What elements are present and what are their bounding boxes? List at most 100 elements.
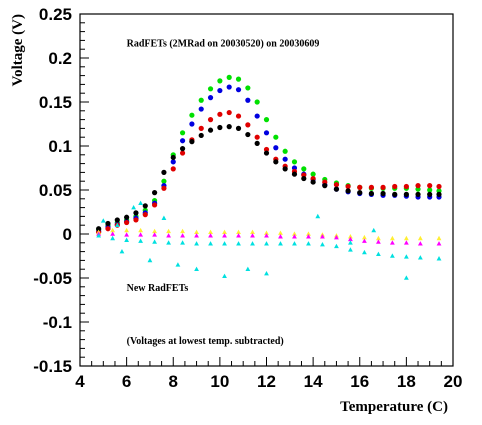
data-point [179, 130, 186, 136]
data-point [147, 257, 153, 263]
data-point [282, 156, 288, 162]
data-point [278, 241, 283, 246]
series-5 [96, 231, 442, 246]
data-point [245, 85, 251, 91]
data-point [436, 256, 442, 261]
data-point [110, 231, 116, 236]
data-point [291, 171, 298, 177]
data-point [415, 191, 421, 197]
data-point [292, 234, 297, 239]
data-point [124, 237, 130, 242]
data-point [254, 140, 260, 146]
data-point [245, 266, 251, 271]
data-point [278, 234, 283, 239]
data-point [301, 175, 307, 182]
data-point [264, 271, 269, 276]
data-point [301, 166, 307, 172]
data-point [131, 205, 137, 210]
data-point [236, 233, 241, 238]
data-point [403, 191, 409, 197]
data-point [333, 182, 340, 188]
data-point [376, 251, 381, 257]
data-point [368, 190, 375, 197]
y-tick-label: 0 [63, 225, 72, 244]
data-point [273, 145, 279, 151]
data-point [114, 217, 120, 223]
data-point [152, 228, 157, 234]
data-point [273, 134, 279, 140]
data-point [427, 183, 433, 189]
data-point [334, 234, 339, 240]
y-tick-label: 0.05 [39, 181, 72, 200]
data-point [170, 154, 176, 161]
data-point [194, 229, 199, 235]
data-point [362, 234, 367, 240]
data-point [264, 230, 269, 235]
data-point [306, 234, 311, 239]
data-point [263, 150, 270, 156]
data-point [357, 190, 363, 196]
data-point [124, 219, 130, 226]
x-tick-label: 6 [122, 372, 131, 391]
data-point [250, 241, 255, 246]
data-point [245, 122, 251, 128]
data-point [208, 241, 213, 246]
data-point [194, 241, 199, 246]
series-6 [96, 233, 442, 261]
y-tick-label: 0.1 [48, 137, 72, 156]
data-point [138, 238, 144, 243]
data-point [161, 215, 167, 220]
data-point [291, 159, 298, 165]
series-7 [100, 200, 409, 280]
data-point [161, 178, 167, 184]
data-point [217, 78, 223, 84]
data-point [180, 228, 185, 234]
data-point [392, 183, 398, 190]
data-point [235, 87, 242, 93]
data-point [207, 95, 214, 101]
data-point [235, 76, 242, 82]
data-point [194, 233, 199, 238]
data-point [348, 240, 353, 245]
y-tick-label: 0.2 [48, 49, 72, 68]
y-tick-label: -0.15 [33, 357, 72, 376]
data-point [417, 255, 423, 260]
annotation: New RadFETs [127, 283, 189, 294]
annotation: RadFETs (2MRad on 20030520) on 20030609 [127, 39, 320, 50]
data-point [368, 184, 375, 190]
data-point [345, 183, 351, 190]
x-tick-label: 10 [210, 372, 229, 391]
x-tick-label: 8 [169, 372, 178, 391]
data-point [403, 240, 409, 245]
data-point [189, 139, 195, 145]
data-point [124, 227, 130, 233]
data-point [198, 106, 204, 112]
data-point [226, 124, 232, 130]
data-point [362, 249, 367, 255]
data-point [217, 111, 223, 117]
data-point [222, 233, 227, 238]
data-point [105, 220, 111, 227]
data-point [217, 87, 223, 94]
data-point [180, 233, 185, 238]
x-tick-label: 12 [257, 372, 276, 391]
data-point [389, 240, 395, 245]
data-point [264, 233, 269, 238]
x-tick-label: 14 [304, 372, 323, 391]
data-point [362, 238, 367, 243]
data-point [208, 229, 213, 235]
x-tick-label: 16 [350, 372, 369, 391]
data-point [152, 239, 157, 244]
data-point [207, 117, 214, 123]
data-point [142, 203, 148, 209]
y-tick-label: 0.25 [39, 5, 72, 24]
data-point [322, 183, 328, 189]
x-axis-title: Temperature (C) [340, 399, 448, 415]
data-points [96, 74, 442, 280]
data-point [417, 241, 423, 246]
data-point [320, 241, 325, 247]
data-point [436, 191, 442, 197]
data-point [222, 229, 227, 235]
